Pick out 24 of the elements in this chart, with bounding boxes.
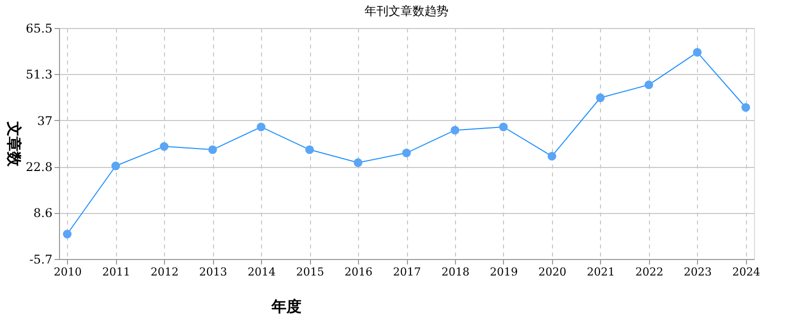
y-tick-label: -5.7 (29, 252, 52, 266)
x-axis-title: 年度 (270, 298, 302, 316)
y-tick-label: 37 (37, 114, 52, 128)
x-tick-label: 2021 (586, 266, 615, 278)
x-tick-label: 2020 (538, 266, 566, 278)
x-tick-label: 2011 (102, 266, 130, 278)
y-axis-title: 文章数 (4, 120, 23, 168)
x-tick-label: 2019 (490, 266, 518, 278)
x-tick-label: 2010 (54, 266, 82, 278)
x-tick-label: 2012 (150, 266, 179, 278)
y-tick-label: 8.6 (33, 206, 52, 220)
y-tick-label: 51.3 (26, 68, 52, 82)
x-tick-label: 2014 (248, 266, 276, 278)
x-tick-label: 2022 (635, 266, 664, 278)
x-tick-label: 2015 (296, 266, 324, 278)
chart-title: 年刊文章数趋势 (364, 4, 448, 18)
x-tick-label: 2018 (441, 266, 470, 278)
x-tick-label: 2013 (199, 266, 228, 278)
y-tick-label: 22.8 (26, 160, 52, 174)
x-tick-label: 2016 (344, 266, 373, 278)
x-tick-label: 2017 (393, 266, 421, 278)
x-tick-label: 2023 (684, 266, 712, 278)
x-tick-label: 2024 (732, 266, 760, 278)
y-tick-label: 65.5 (26, 22, 52, 36)
